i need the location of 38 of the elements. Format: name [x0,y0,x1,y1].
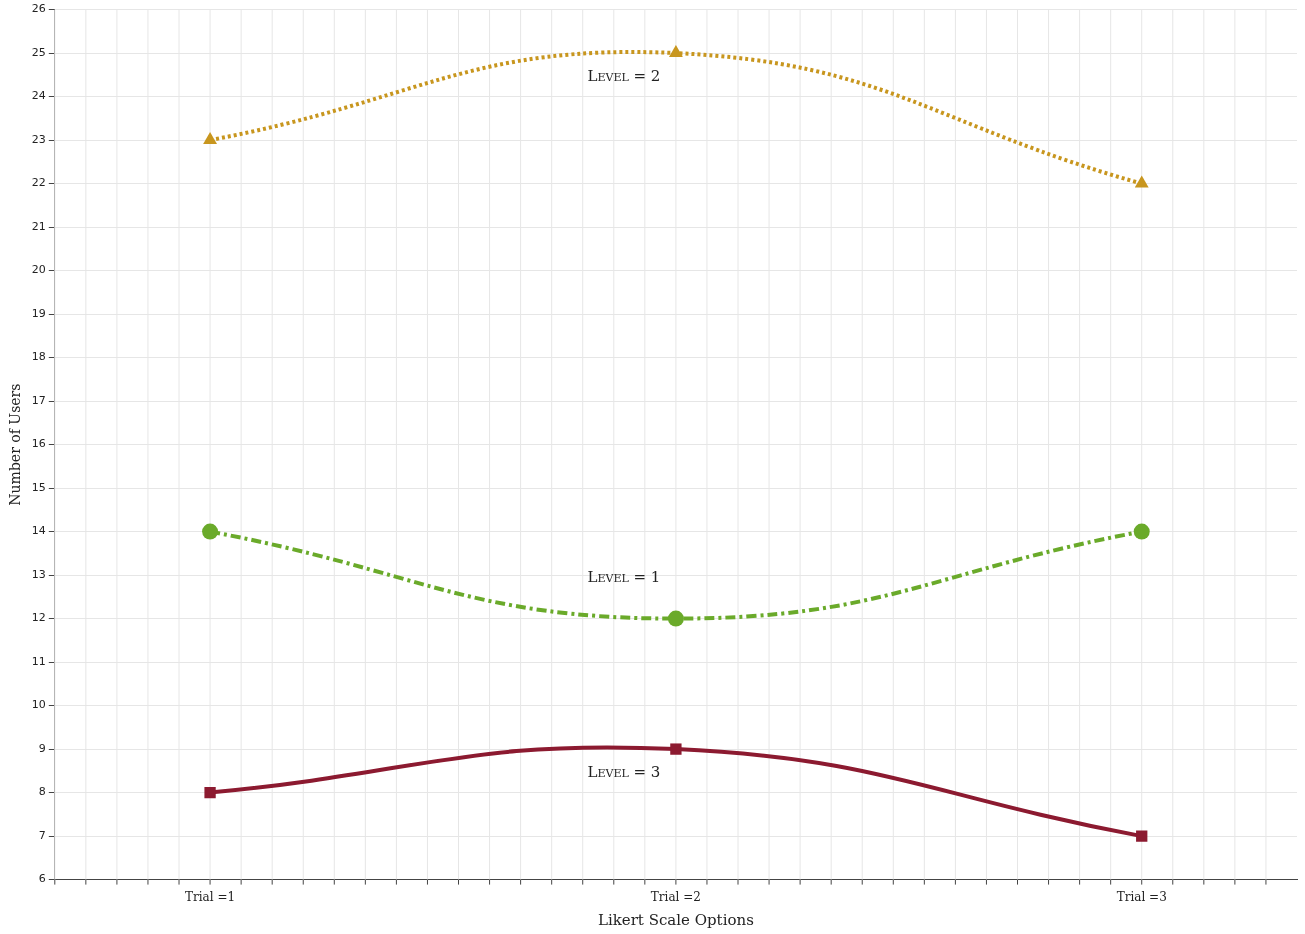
point [203,132,217,145]
y-tick-label: 24 [31,89,46,103]
y-tick-label: 16 [31,437,46,451]
y-tick-label: 9 [38,741,46,755]
point [668,45,683,58]
y-tick-label: 10 [31,698,46,712]
point [202,523,219,540]
series-label: Level = 1 [587,568,661,587]
point [1134,175,1149,188]
y-tick-label: 14 [31,524,46,538]
point [667,610,684,627]
y-tick-label: 17 [31,393,46,407]
y-tick-label: 25 [31,45,46,59]
y-tick-label: 15 [31,480,46,494]
y-tick-label: 12 [31,611,46,625]
y-tick-label: 13 [31,567,46,581]
y-tick-label: 23 [31,132,46,146]
y-tick-label: 18 [31,350,46,364]
y-tick-label: 22 [31,176,46,190]
y-tick-label: 26 [31,2,46,16]
y-tick-label: 6 [38,872,46,886]
y-tick-label: 19 [31,306,46,320]
point [1136,830,1148,842]
x-tick-label: Trial =1 [185,889,236,904]
y-axis-title: Number of Users [7,383,24,506]
y-tick-label: 7 [38,828,46,842]
x-tick-label: Trial =3 [1116,889,1167,904]
series-label: Level = 2 [587,66,661,85]
y-tick-label: 20 [31,263,46,277]
y-tick-label: 8 [38,785,46,799]
series-label: Level = 3 [587,762,661,781]
x-tick-label: Trial =2 [650,889,701,904]
y-tick-label: 11 [31,654,46,668]
y-tick-label: 21 [31,219,46,233]
point [1133,523,1150,540]
x-axis-title: Likert Scale Options [597,910,754,929]
point [670,743,682,755]
point [204,786,216,799]
